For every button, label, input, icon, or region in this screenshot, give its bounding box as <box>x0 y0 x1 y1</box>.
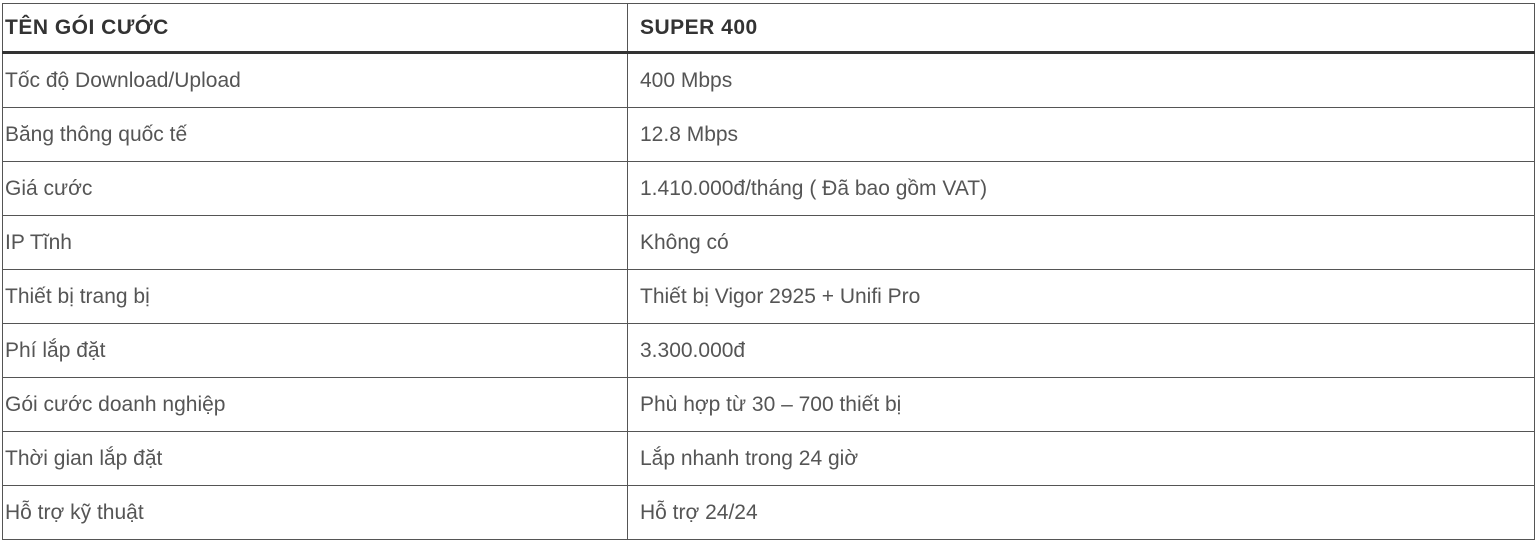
cell-value: 400 Mbps <box>627 52 1535 108</box>
cell-label: Tốc độ Download/Upload <box>2 52 628 108</box>
cell-value: Không có <box>627 215 1535 270</box>
cell-value: 12.8 Mbps <box>627 107 1535 162</box>
cell-value: 1.410.000đ/tháng ( Đã bao gồm VAT) <box>627 161 1535 216</box>
header-package-value: SUPER 400 <box>627 3 1535 54</box>
table-header-row: TÊN GÓI CƯỚC SUPER 400 <box>2 3 1535 54</box>
cell-value: Lắp nhanh trong 24 giờ <box>627 431 1535 486</box>
cell-label: Phí lắp đặt <box>2 323 628 378</box>
cell-value: Thiết bị Vigor 2925 + Unifi Pro <box>627 269 1535 324</box>
cell-value: 3.300.000đ <box>627 323 1535 378</box>
cell-value: Phù hợp từ 30 – 700 thiết bị <box>627 377 1535 432</box>
cell-label: Thời gian lắp đặt <box>2 431 628 486</box>
table-row: Hỗ trợ kỹ thuật Hỗ trợ 24/24 <box>2 485 1535 540</box>
package-table: TÊN GÓI CƯỚC SUPER 400 Tốc độ Download/U… <box>2 3 1535 540</box>
table-row: Tốc độ Download/Upload 400 Mbps <box>2 52 1535 108</box>
cell-label: Gói cước doanh nghiệp <box>2 377 628 432</box>
table-row: Gói cước doanh nghiệp Phù hợp từ 30 – 700… <box>2 377 1535 432</box>
table-row: IP Tĩnh Không có <box>2 215 1535 270</box>
header-package-name: TÊN GÓI CƯỚC <box>2 3 628 54</box>
table-row: Thiết bị trang bị Thiết bị Vigor 2925 + U… <box>2 269 1535 324</box>
cell-label: Hỗ trợ kỹ thuật <box>2 485 628 540</box>
cell-value: Hỗ trợ 24/24 <box>627 485 1535 540</box>
cell-label: IP Tĩnh <box>2 215 628 270</box>
cell-label: Băng thông quốc tế <box>2 107 628 162</box>
cell-label: Thiết bị trang bị <box>2 269 628 324</box>
table-row: Băng thông quốc tế 12.8 Mbps <box>2 107 1535 162</box>
table-row: Thời gian lắp đặt Lắp nhanh trong 24 giờ <box>2 431 1535 486</box>
cell-label: Giá cước <box>2 161 628 216</box>
table-row: Phí lắp đặt 3.300.000đ <box>2 323 1535 378</box>
table-row: Giá cước 1.410.000đ/tháng ( Đã bao gồm VA… <box>2 161 1535 216</box>
